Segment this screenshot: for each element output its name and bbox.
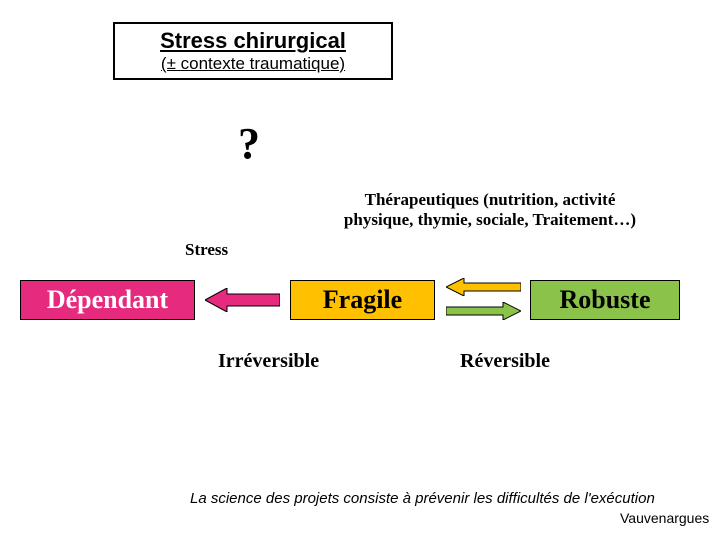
title-box: Stress chirurgical (± contexte traumatiq… bbox=[113, 22, 393, 80]
arrow-robuste-to-fragile bbox=[446, 278, 521, 296]
label-stress: Stress bbox=[185, 240, 228, 260]
footer-attribution: Vauvenargues bbox=[620, 510, 709, 526]
state-robuste: Robuste bbox=[530, 280, 680, 320]
arrow-right-icon bbox=[446, 302, 521, 320]
title-main: Stress chirurgical bbox=[133, 28, 373, 54]
label-irreversible: Irréversible bbox=[218, 350, 319, 373]
arrow-fragile-to-robuste bbox=[446, 302, 521, 320]
question-mark: ? bbox=[238, 118, 260, 169]
footer-quote: La science des projets consiste à préven… bbox=[190, 490, 655, 507]
state-dependant: Dépendant bbox=[20, 280, 195, 320]
title-subtitle: (± contexte traumatique) bbox=[133, 54, 373, 74]
arrow-left-icon bbox=[205, 288, 280, 312]
label-therapeutic: Thérapeutiques (nutrition, activité phys… bbox=[340, 190, 640, 230]
arrow-fragile-to-dependant bbox=[205, 288, 280, 312]
arrow-left-icon bbox=[446, 278, 521, 296]
label-reversible: Réversible bbox=[460, 350, 550, 373]
state-fragile: Fragile bbox=[290, 280, 435, 320]
